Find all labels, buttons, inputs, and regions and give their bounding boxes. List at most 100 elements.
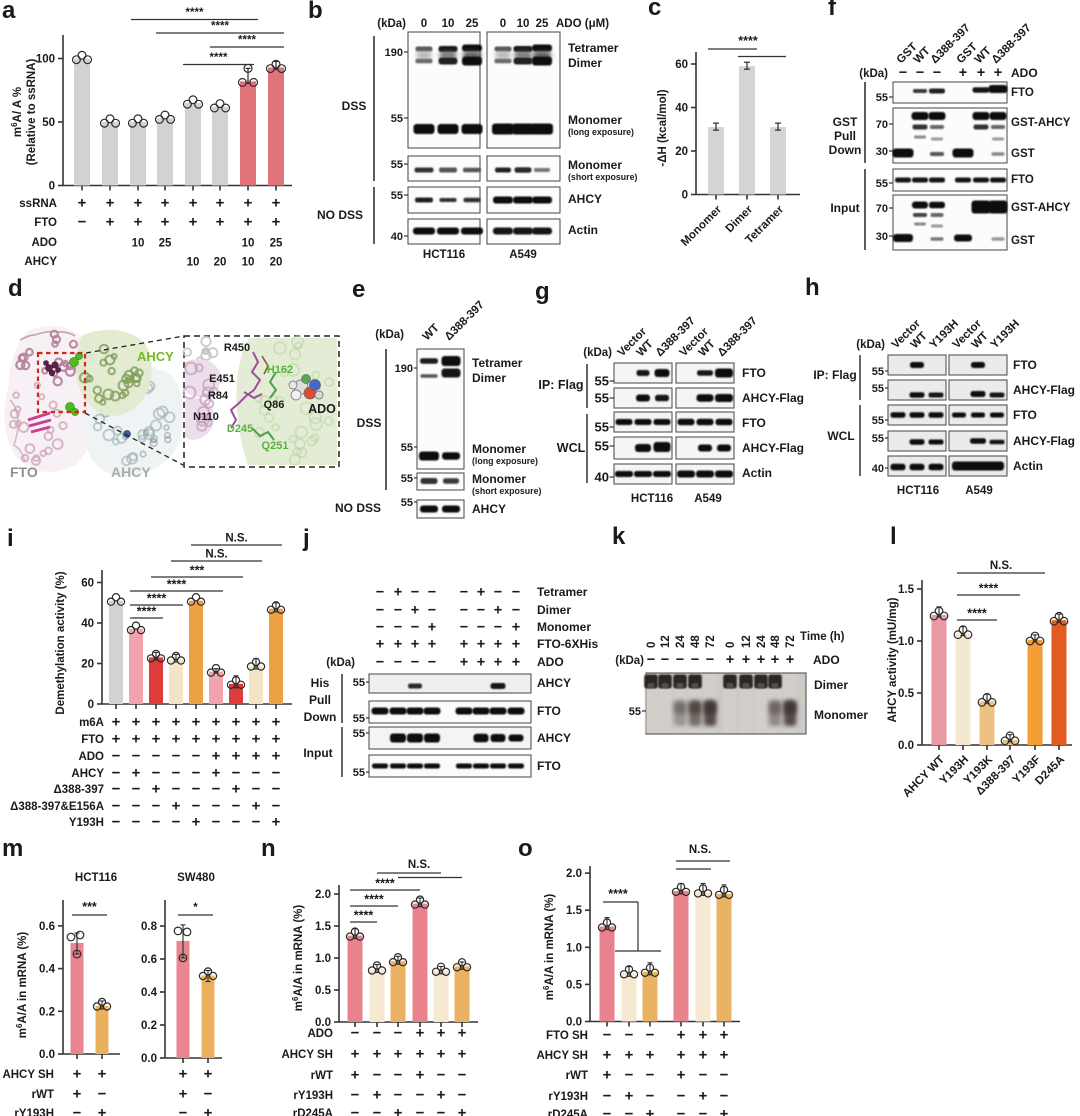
svg-text:−: − <box>272 781 281 798</box>
svg-text:+: + <box>373 1087 382 1104</box>
svg-text:+: + <box>132 765 141 782</box>
svg-text:+: + <box>994 65 1002 81</box>
svg-text:N.S.: N.S. <box>689 844 711 856</box>
svg-text:AHCY: AHCY <box>71 768 104 780</box>
svg-text:(kDa): (kDa) <box>326 657 355 669</box>
svg-text:FTO: FTO <box>742 366 766 380</box>
svg-text:+: + <box>786 652 794 668</box>
svg-text:−: − <box>351 1105 360 1116</box>
svg-text:−: − <box>112 748 121 765</box>
svg-text:−: − <box>232 814 241 831</box>
svg-text:−: − <box>933 65 941 81</box>
svg-text:AHCY-Flag: AHCY-Flag <box>1013 383 1075 397</box>
svg-text:m6A/A in mRNA (%): m6A/A in mRNA (%) <box>15 932 29 1039</box>
svg-text:+: + <box>603 1047 612 1064</box>
svg-text:55: 55 <box>595 391 609 406</box>
svg-text:+: + <box>106 214 115 231</box>
svg-text:+: + <box>232 714 241 731</box>
svg-text:−: − <box>252 814 261 831</box>
svg-text:+: + <box>699 1088 708 1105</box>
svg-text:+: + <box>132 731 141 748</box>
svg-text:****: **** <box>608 887 628 901</box>
svg-text:−: − <box>916 65 924 81</box>
svg-text:−: − <box>373 1025 382 1042</box>
svg-text:−: − <box>646 1088 655 1105</box>
svg-text:+: + <box>204 1105 213 1116</box>
svg-text:+: + <box>351 1046 360 1063</box>
svg-text:Monomer: Monomer <box>472 472 526 486</box>
svg-text:−: − <box>204 1086 213 1103</box>
svg-text:55: 55 <box>353 713 365 725</box>
svg-text:55: 55 <box>595 374 609 389</box>
svg-text:m6A/ A %: m6A/ A % <box>10 87 24 137</box>
svg-text:+: + <box>646 1047 655 1064</box>
svg-text:+: + <box>625 1088 634 1105</box>
svg-text:Monomer: Monomer <box>814 708 868 722</box>
svg-text:+: + <box>134 195 143 212</box>
svg-text:***: *** <box>190 564 205 578</box>
svg-text:ADO: ADO <box>307 1028 333 1040</box>
svg-text:60: 60 <box>81 578 94 590</box>
svg-text:0.6: 0.6 <box>39 921 55 933</box>
svg-text:−: − <box>373 1067 382 1084</box>
svg-text:****: **** <box>364 893 384 907</box>
svg-text:+: + <box>212 765 221 782</box>
svg-text:e: e <box>352 276 365 303</box>
svg-text:+: + <box>192 814 201 831</box>
svg-text:−: − <box>112 765 121 782</box>
svg-text:−: − <box>192 765 201 782</box>
svg-text:55: 55 <box>401 497 413 509</box>
svg-text:Q251: Q251 <box>262 440 289 452</box>
svg-text:Down: Down <box>304 710 337 724</box>
svg-text:AHCY: AHCY <box>537 731 571 745</box>
svg-text:0.0: 0.0 <box>566 1017 582 1029</box>
svg-text:−: − <box>192 748 201 765</box>
svg-text:1.5: 1.5 <box>566 905 583 917</box>
svg-text:10: 10 <box>442 18 455 30</box>
svg-text:−: − <box>437 1067 446 1084</box>
svg-text:GST: GST <box>1011 148 1035 160</box>
svg-text:AHCY SH: AHCY SH <box>281 1049 333 1061</box>
svg-text:+: + <box>252 748 261 765</box>
svg-text:Monomer: Monomer <box>472 442 526 456</box>
svg-text:24: 24 <box>675 635 687 648</box>
svg-text:−: − <box>152 814 161 831</box>
svg-text:+: + <box>977 65 985 81</box>
svg-text:−: − <box>411 655 419 671</box>
svg-text:0: 0 <box>421 18 427 30</box>
svg-text:ADO: ADO <box>31 237 57 249</box>
svg-text:55: 55 <box>629 706 641 718</box>
svg-text:AHCY: AHCY <box>568 192 602 206</box>
svg-text:+: + <box>73 1086 82 1103</box>
svg-text:D245: D245 <box>227 423 253 435</box>
svg-text:−: − <box>720 1067 729 1084</box>
svg-text:55: 55 <box>872 433 884 445</box>
svg-text:+: + <box>437 1087 446 1104</box>
svg-text:+: + <box>699 1047 708 1064</box>
svg-text:−: − <box>212 814 221 831</box>
svg-text:AHCY-Flag: AHCY-Flag <box>742 391 804 405</box>
svg-text:A549: A549 <box>965 485 993 497</box>
svg-text:+: + <box>232 781 241 798</box>
svg-text:rWT: rWT <box>311 1070 333 1082</box>
svg-text:−: − <box>625 1106 634 1116</box>
svg-text:+: + <box>172 731 181 748</box>
svg-text:−: − <box>646 1027 655 1044</box>
svg-text:rY193H: rY193H <box>14 1108 54 1116</box>
svg-text:ADO: ADO <box>813 653 840 667</box>
svg-text:−: − <box>625 1027 634 1044</box>
svg-text:−: − <box>899 65 907 81</box>
svg-text:(kDa): (kDa) <box>856 339 885 351</box>
svg-text:55: 55 <box>872 383 884 395</box>
svg-text:FTO: FTO <box>81 734 104 746</box>
svg-text:0: 0 <box>725 642 737 648</box>
svg-text:−: − <box>494 585 502 601</box>
svg-text:+: + <box>757 652 765 668</box>
svg-text:o: o <box>518 835 533 862</box>
svg-text:+: + <box>460 637 468 653</box>
svg-text:25: 25 <box>536 18 549 30</box>
svg-text:−: − <box>98 1086 107 1103</box>
svg-text:AHCY activity (mU/mg): AHCY activity (mU/mg) <box>887 597 899 722</box>
svg-text:100: 100 <box>36 54 55 66</box>
svg-text:His: His <box>311 676 330 690</box>
